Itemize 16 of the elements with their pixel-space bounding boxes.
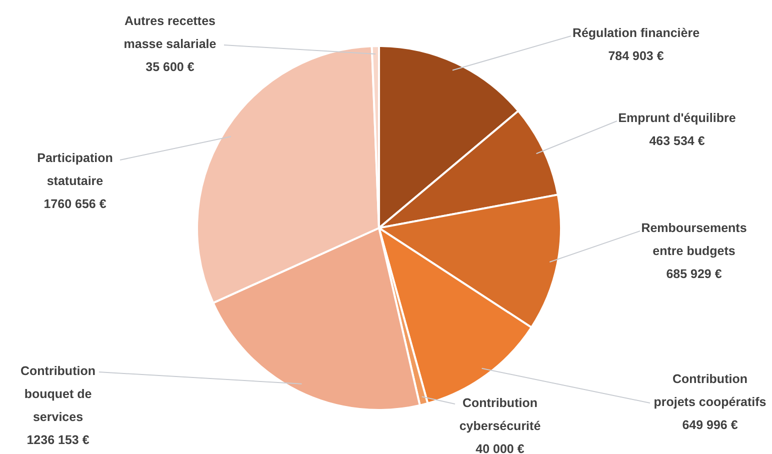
slice-label: Autres recettes masse salariale xyxy=(124,14,216,52)
slice-label: Contribution projets coopératifs xyxy=(654,372,766,410)
data-label: 35 600 € xyxy=(146,60,194,74)
slice-label: Contribution bouquet de services xyxy=(20,364,96,424)
slice-label: Régulation financière xyxy=(572,26,700,40)
slice-label: Contribution cybersécurité xyxy=(459,396,541,434)
slice-label: Emprunt d'équilibre xyxy=(618,111,736,126)
data-label: 685 929 € xyxy=(666,267,722,282)
data-label: 649 996 € xyxy=(682,418,738,432)
data-label: 463 534 € xyxy=(649,134,705,148)
slice-label: Participation statutaire xyxy=(37,151,113,188)
data-label: 40 000 € xyxy=(476,442,524,454)
data-label: 1236 153 € xyxy=(26,433,90,448)
slice-label: Remboursements entre budgets xyxy=(641,221,747,258)
data-label: 784 903 € xyxy=(608,49,664,64)
data-label: 1760 656 € xyxy=(44,197,106,212)
